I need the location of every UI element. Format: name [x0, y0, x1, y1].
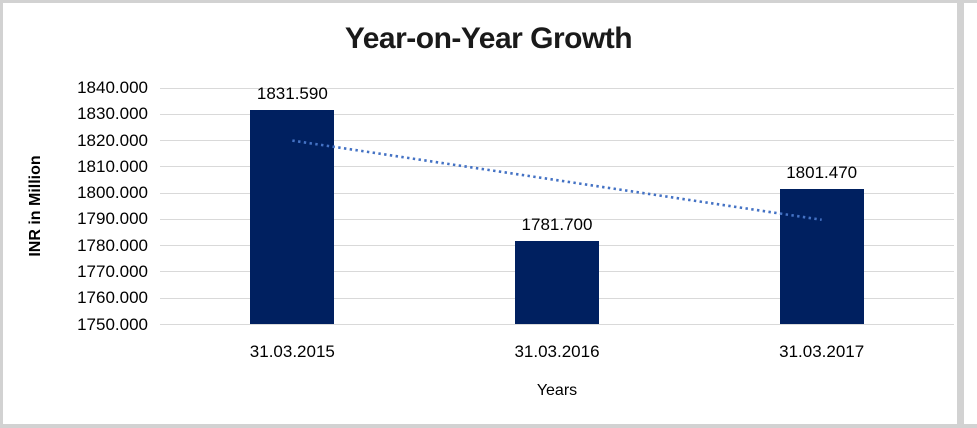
gridline [160, 87, 954, 89]
chart-border-bottom [0, 424, 977, 428]
y-tick-label: 1780.000 [77, 235, 148, 255]
bar-31.03.2016 [515, 241, 599, 325]
y-tick-label: 1750.000 [77, 314, 148, 334]
bar-data-label: 1831.590 [256, 84, 328, 104]
x-category-label: 31.03.2017 [779, 342, 865, 361]
trendline [292, 139, 822, 222]
y-axis-title-text: INR in Million [27, 155, 44, 257]
gridline [160, 324, 954, 325]
x-axis-title: Years [536, 382, 578, 399]
y-tick-label: 1770.000 [77, 261, 148, 281]
x-category-label: 31.03.2016 [514, 342, 600, 361]
y-tick-label: 1810.000 [77, 156, 148, 176]
chart-border-right [957, 0, 964, 428]
y-tick-label: 1800.000 [77, 183, 148, 203]
x-category-label: 31.03.2015 [249, 342, 335, 361]
bar-31.03.2017 [779, 189, 864, 325]
chart-border-top [0, 0, 977, 3]
y-tick-label: 1840.000 [77, 78, 148, 97]
bar-31.03.2015 [250, 110, 335, 325]
y-tick-label: 1820.000 [77, 130, 148, 150]
y-tick-label: 1760.000 [77, 288, 148, 308]
y-tick-label: 1830.000 [77, 104, 148, 124]
chart-border-left [0, 0, 3, 428]
bar-data-label: 1781.700 [521, 215, 593, 235]
chart-title: Year-on-Year Growth [344, 22, 633, 55]
bar-data-label: 1801.470 [786, 163, 858, 183]
gridline [160, 113, 954, 115]
y-tick-label: 1790.000 [77, 209, 148, 229]
